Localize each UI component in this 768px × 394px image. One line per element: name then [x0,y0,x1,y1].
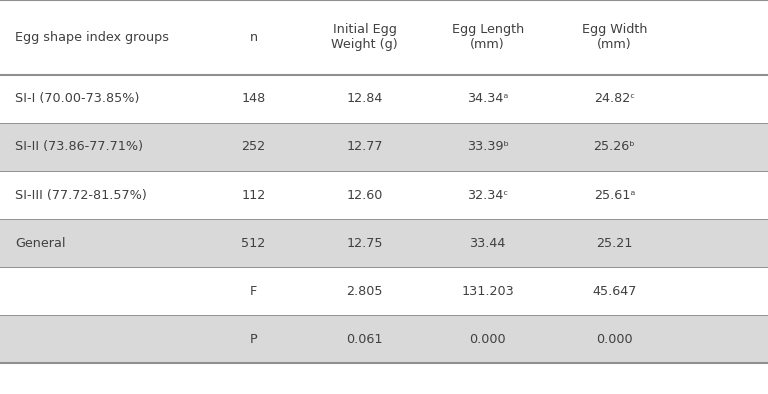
Text: 252: 252 [241,141,266,153]
Text: SI-III (77.72-81.57%): SI-III (77.72-81.57%) [15,189,147,201]
Text: 0.061: 0.061 [346,333,383,346]
Text: 0.000: 0.000 [469,333,506,346]
Bar [0,75,768,123]
Text: General: General [15,237,66,249]
Text: 148: 148 [241,93,266,105]
Bar [0,123,768,171]
Text: Initial Egg
Weight (g): Initial Egg Weight (g) [332,23,398,52]
Bar [0,171,768,219]
Text: 512: 512 [241,237,266,249]
Text: Egg shape index groups: Egg shape index groups [15,31,170,44]
Text: 131.203: 131.203 [462,285,514,297]
Text: P: P [250,333,257,346]
Text: 112: 112 [241,189,266,201]
Text: 0.000: 0.000 [596,333,633,346]
Text: 12.77: 12.77 [346,141,383,153]
Bar [0,0,768,75]
Text: 32.34ᶜ: 32.34ᶜ [467,189,508,201]
Text: n: n [250,31,257,44]
Bar [0,315,768,363]
Text: 25.21: 25.21 [596,237,633,249]
Bar [0,219,768,267]
Text: 33.39ᵇ: 33.39ᵇ [467,141,508,153]
Text: 34.34ᵃ: 34.34ᵃ [467,93,508,105]
Text: 12.60: 12.60 [346,189,383,201]
Text: 25.61ᵃ: 25.61ᵃ [594,189,635,201]
Text: Egg Width
(mm): Egg Width (mm) [581,23,647,52]
Text: 25.26ᵇ: 25.26ᵇ [594,141,635,153]
Text: F: F [250,285,257,297]
Text: SI-II (73.86-77.71%): SI-II (73.86-77.71%) [15,141,144,153]
Text: 12.75: 12.75 [346,237,383,249]
Text: 45.647: 45.647 [592,285,637,297]
Text: Egg Length
(mm): Egg Length (mm) [452,23,524,52]
Text: 33.44: 33.44 [469,237,506,249]
Text: 12.84: 12.84 [346,93,383,105]
Text: 24.82ᶜ: 24.82ᶜ [594,93,635,105]
Text: SI-I (70.00-73.85%): SI-I (70.00-73.85%) [15,93,140,105]
Text: 2.805: 2.805 [346,285,383,297]
Bar [0,267,768,315]
